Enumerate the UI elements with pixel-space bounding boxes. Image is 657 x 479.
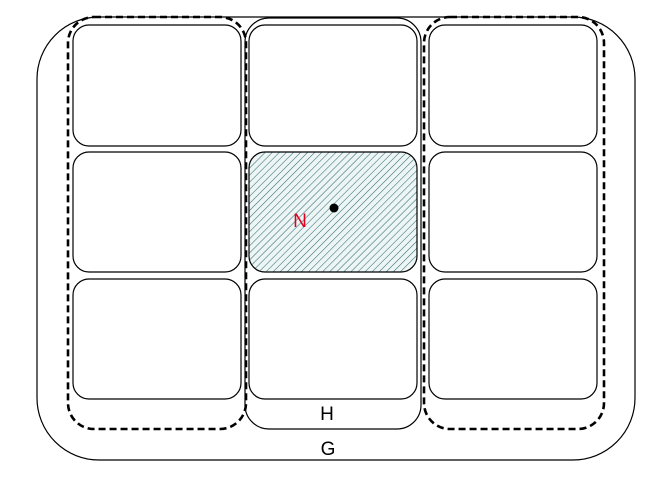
middle-column-label-h: H (320, 404, 334, 425)
grid-cell-r3-c2 (248, 278, 418, 400)
outer-region-label-g: G (321, 439, 336, 460)
grid-cell-r2-c1 (72, 151, 242, 273)
center-point (329, 203, 339, 213)
grid-cell-r1-c3 (428, 24, 598, 147)
left-column-dashed-group (66, 15, 248, 431)
grid-cell-r1-c1 (72, 24, 242, 147)
outer-region-g (36, 16, 636, 461)
right-column-dashed-group (422, 15, 606, 431)
grid-cell-r2-c3 (428, 151, 598, 273)
grid-cell-r3-c3 (428, 278, 598, 400)
grid-cell-r3-c1 (72, 278, 242, 400)
highlighted-cell-label-n: N (293, 211, 307, 232)
grid-cell-r1-c2 (248, 24, 418, 147)
